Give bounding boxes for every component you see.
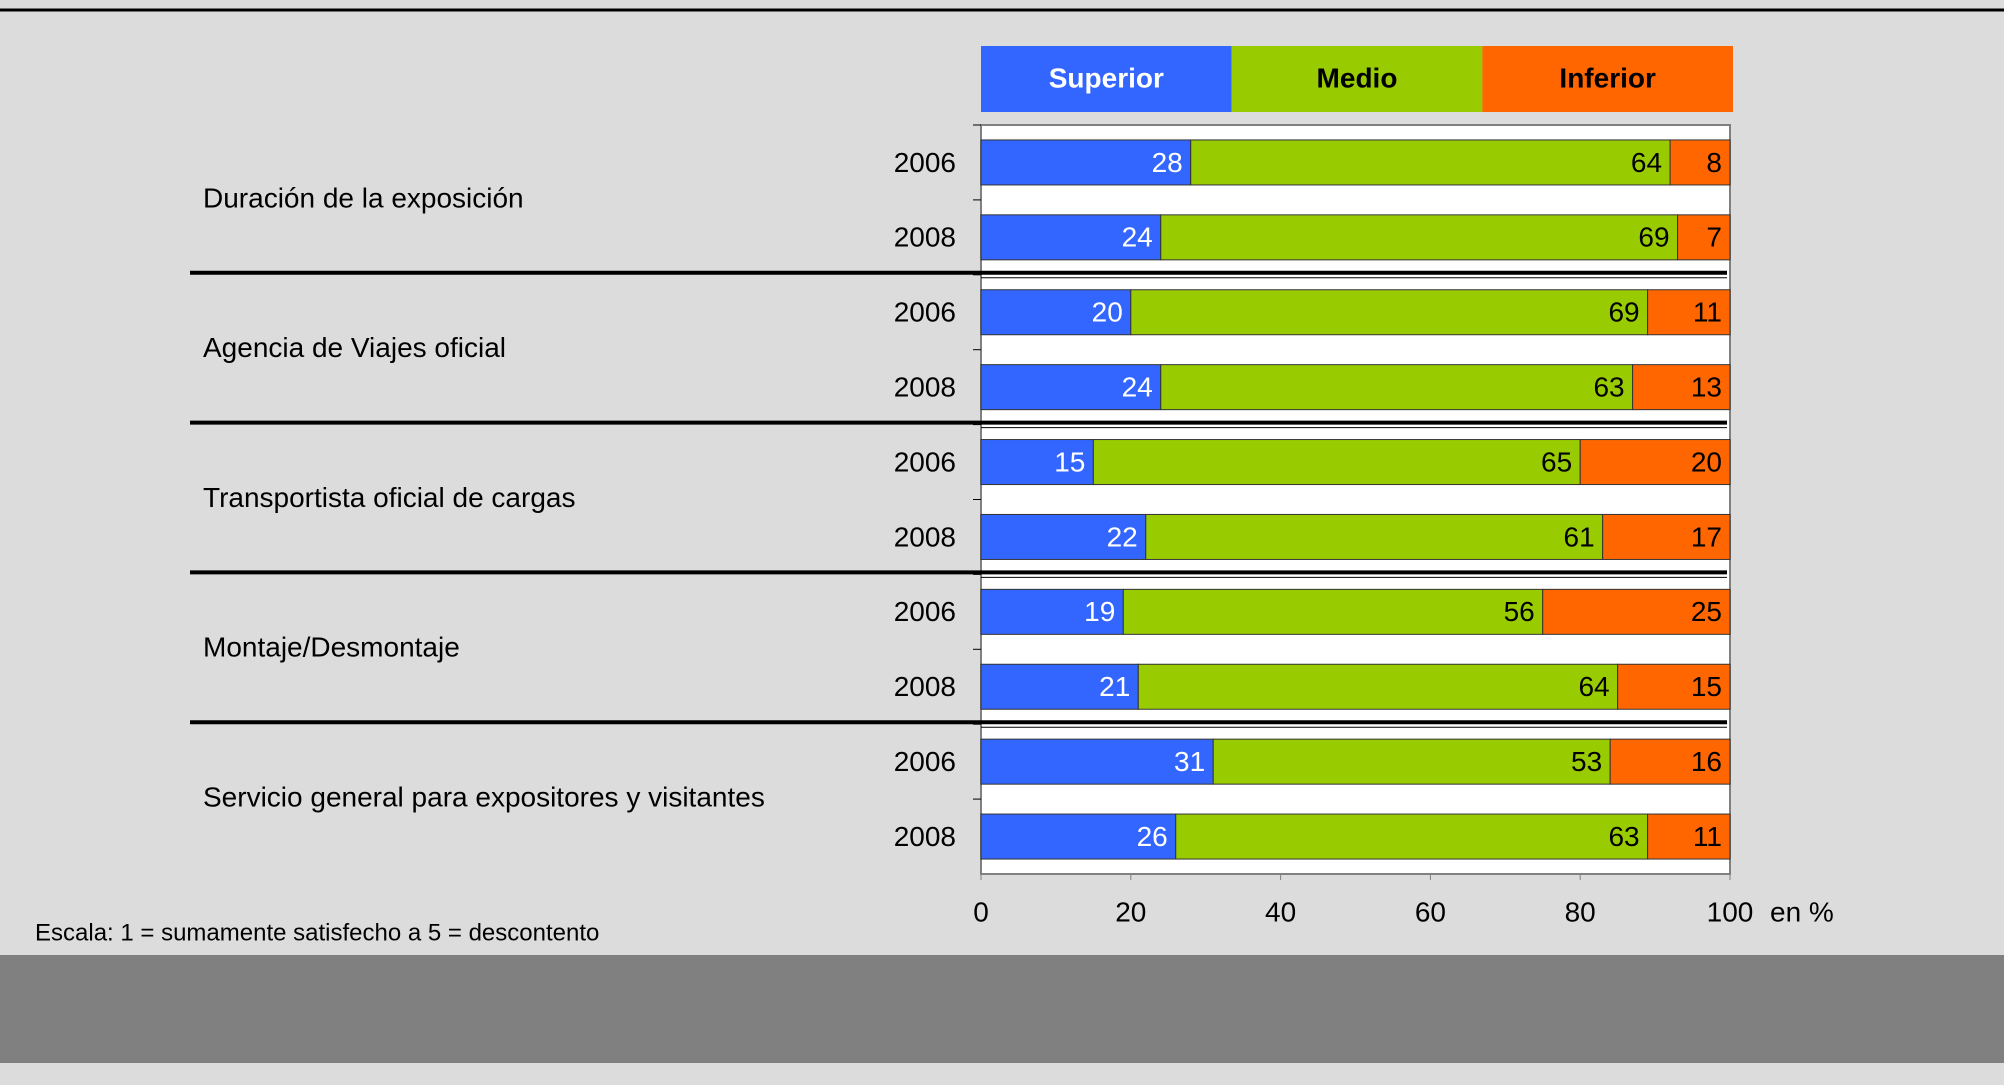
value-label: 20: [1092, 297, 1123, 328]
year-label: 2006: [894, 446, 956, 477]
bar-segment: [1122, 588, 1544, 635]
value-label: 26: [1137, 821, 1168, 852]
bar-segment: [980, 513, 1147, 560]
legend-swatch: [981, 46, 1232, 112]
bar-segment: [1602, 513, 1731, 560]
bar-segment: [1160, 364, 1634, 411]
value-label: 24: [1122, 222, 1153, 253]
value-label: 69: [1608, 297, 1639, 328]
value-label: 20: [1691, 446, 1722, 477]
year-label: 2006: [894, 596, 956, 627]
year-label: 2006: [894, 297, 956, 328]
x-tick-label: 80: [1565, 896, 1596, 927]
value-label: 11: [1693, 821, 1722, 852]
legend-swatch: [1482, 46, 1733, 112]
value-label: 56: [1504, 596, 1535, 627]
bar-segment: [1160, 214, 1679, 261]
value-label: 11: [1693, 297, 1722, 328]
x-tick-label: 60: [1415, 896, 1446, 927]
bar-segment: [1212, 738, 1611, 785]
value-label: 25: [1691, 596, 1722, 627]
value-label: 64: [1578, 671, 1609, 702]
bar-segment: [1609, 738, 1731, 785]
bar-segment: [1617, 663, 1731, 710]
bar-segment: [1145, 513, 1604, 560]
group-label: Agencia de Viajes oficial: [203, 332, 506, 363]
value-label: 53: [1571, 746, 1602, 777]
value-label: 13: [1691, 372, 1722, 403]
x-unit: en %: [1770, 896, 1834, 927]
value-label: 15: [1054, 446, 1085, 477]
bar-segment: [1677, 214, 1731, 261]
x-tick-label: 20: [1115, 896, 1146, 927]
legend-label: Superior: [1049, 62, 1164, 93]
bar-segment: [1632, 364, 1731, 411]
bar-segment: [980, 738, 1214, 785]
bar-segment: [980, 588, 1124, 635]
value-label: 8: [1706, 147, 1722, 178]
value-label: 24: [1122, 372, 1153, 403]
year-label: 2008: [894, 671, 956, 702]
legend-label: Inferior: [1559, 62, 1656, 93]
year-label: 2006: [894, 147, 956, 178]
bar-segment: [980, 364, 1162, 411]
legend-label: Medio: [1317, 62, 1398, 93]
bar-segment: [1130, 289, 1649, 336]
bar-segment: [980, 139, 1192, 186]
bar-segment: [1137, 663, 1619, 710]
value-label: 65: [1541, 446, 1572, 477]
value-label: 69: [1638, 222, 1669, 253]
year-label: 2008: [894, 521, 956, 552]
bar-segment: [980, 289, 1132, 336]
group-label: Transportista oficial de cargas: [203, 482, 575, 513]
year-label: 2008: [894, 222, 956, 253]
value-label: 16: [1691, 746, 1722, 777]
value-label: 19: [1084, 596, 1115, 627]
x-tick-label: 40: [1265, 896, 1296, 927]
year-label: 2008: [894, 372, 956, 403]
footnote: Escala: 1 = sumamente satisfecho a 5 = d…: [35, 919, 599, 946]
value-label: 22: [1107, 521, 1138, 552]
bar-segment: [980, 214, 1162, 261]
bar-segment: [1579, 439, 1731, 486]
value-label: 63: [1608, 821, 1639, 852]
bar-segment: [1175, 813, 1649, 860]
year-label: 2006: [894, 746, 956, 777]
year-label: 2008: [894, 821, 956, 852]
value-label: 7: [1706, 222, 1722, 253]
bar-segment: [1542, 588, 1731, 635]
value-label: 31: [1174, 746, 1205, 777]
value-label: 15: [1691, 671, 1722, 702]
group-label: Duración de la exposición: [203, 182, 524, 213]
bar-segment: [1190, 139, 1671, 186]
value-label: 28: [1152, 147, 1183, 178]
group-label: Montaje/Desmontaje: [203, 632, 460, 663]
bar-segment: [980, 663, 1139, 710]
bar-segment: [1669, 139, 1731, 186]
legend-swatch: [1231, 46, 1483, 112]
bar-segment: [1647, 813, 1731, 860]
value-label: 21: [1099, 671, 1130, 702]
bar-segment: [1092, 439, 1581, 486]
footer-band: [0, 955, 2004, 1063]
bar-segment: [980, 813, 1177, 860]
x-tick-label: 100: [1707, 896, 1754, 927]
bar-segment: [1647, 289, 1731, 336]
value-label: 64: [1631, 147, 1662, 178]
value-label: 17: [1691, 521, 1722, 552]
value-label: 61: [1564, 521, 1595, 552]
bar-segment: [980, 439, 1094, 486]
group-label: Servicio general para expositores y visi…: [203, 781, 765, 812]
x-tick-label: 0: [973, 896, 989, 927]
value-label: 63: [1593, 372, 1624, 403]
